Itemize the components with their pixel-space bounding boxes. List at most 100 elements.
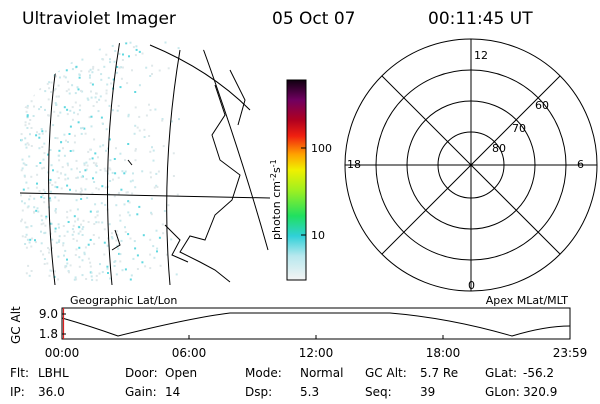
speckle [101, 221, 104, 224]
speckle [49, 178, 52, 181]
speckle [36, 207, 39, 210]
speckle [149, 238, 152, 241]
speckle [89, 238, 92, 241]
speckle [132, 172, 134, 175]
speckle [57, 70, 60, 73]
speckle [33, 105, 35, 108]
speckle [101, 271, 104, 274]
speckle [119, 152, 122, 155]
speckle [141, 52, 144, 55]
speckle [98, 48, 101, 51]
speckle [109, 180, 112, 182]
speckle [76, 167, 78, 170]
mlat-label: 60 [535, 99, 549, 112]
speckle [167, 204, 170, 207]
speckle [155, 229, 158, 232]
speckle [134, 159, 137, 162]
speckle [63, 133, 66, 136]
speckle [73, 111, 76, 114]
speckle [31, 237, 34, 240]
speckle [21, 218, 23, 221]
speckle [127, 200, 130, 203]
speckle [119, 260, 122, 263]
speckle [74, 134, 76, 137]
info-value: 14 [165, 385, 180, 399]
speckle [54, 196, 57, 199]
speckle [131, 69, 133, 72]
speckle [115, 204, 118, 207]
speckle [83, 251, 86, 254]
speckle [26, 104, 29, 107]
speckle [54, 64, 57, 67]
speckle [128, 214, 131, 217]
speckle [33, 206, 36, 209]
speckle [105, 89, 108, 92]
info-label: Door: [125, 366, 158, 380]
speckle [27, 143, 30, 146]
speckle [113, 265, 116, 267]
speckle [76, 239, 78, 242]
speckle [124, 170, 127, 173]
speckle [76, 43, 79, 45]
speckle [30, 175, 33, 178]
exponent: -2 [269, 173, 278, 181]
speckle [114, 172, 117, 175]
speckle [91, 192, 94, 195]
speckle [72, 224, 75, 227]
speckle [98, 236, 100, 239]
speckle [155, 172, 158, 175]
speckle [95, 162, 98, 165]
speckle [42, 60, 45, 63]
speckle [51, 238, 54, 241]
speckle [92, 67, 95, 70]
speckle [47, 114, 50, 117]
info-value: 5.3 [300, 385, 319, 399]
speckle [153, 186, 156, 189]
speckle [49, 58, 52, 61]
speckle [115, 273, 118, 276]
speckle [91, 71, 94, 74]
speckle [20, 109, 22, 112]
info-value: Open [165, 366, 197, 380]
speckle [68, 133, 71, 135]
speckle [44, 130, 47, 133]
speckle [50, 247, 53, 250]
speckle [67, 88, 70, 91]
speckle [66, 113, 69, 116]
speckle [70, 168, 73, 171]
speckle [25, 146, 28, 149]
speckle [41, 130, 44, 133]
colorbar-tick-label: 10 [311, 229, 325, 242]
speckle [121, 170, 124, 173]
speckle [23, 174, 26, 177]
speckle [40, 223, 43, 226]
speckle [99, 145, 102, 148]
speckle [112, 78, 115, 81]
speckle [103, 65, 106, 68]
speckle [109, 168, 112, 171]
speckle [104, 186, 107, 189]
speckle [80, 89, 82, 92]
speckle [115, 71, 118, 74]
speckle [74, 254, 77, 256]
speckle [54, 227, 57, 230]
speckle [66, 162, 69, 165]
speckle [108, 138, 111, 141]
speckle [94, 152, 97, 155]
speckle [27, 82, 30, 85]
speckle [70, 61, 73, 64]
speckle [62, 147, 64, 150]
speckle [21, 200, 23, 203]
speckle [24, 121, 27, 124]
speckle [109, 159, 112, 162]
speckle [72, 149, 75, 152]
speckle [134, 124, 137, 127]
speckle [97, 188, 100, 191]
speckle [84, 132, 87, 135]
speckle [33, 197, 36, 200]
speckle [41, 132, 44, 135]
speckle [25, 181, 28, 184]
speckle [92, 177, 94, 180]
speckle [43, 166, 45, 169]
speckle [30, 270, 33, 272]
